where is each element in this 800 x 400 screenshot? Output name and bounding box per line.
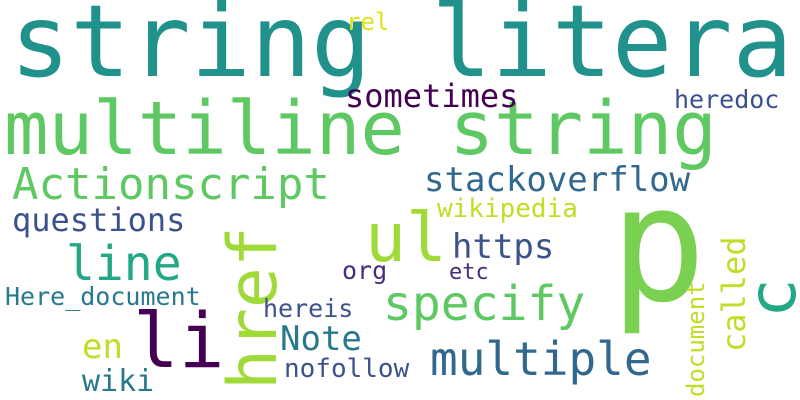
word-hereis: hereis	[263, 296, 353, 321]
word-wiki: wiki	[82, 367, 154, 397]
word-wikipedia: wikipedia	[437, 196, 578, 222]
word-document: document	[684, 281, 708, 397]
word-line: line	[66, 240, 182, 288]
word-stackoverflow: stackoverflow	[424, 163, 690, 197]
word-questions: questions	[12, 204, 185, 236]
word-here-document: Here_document	[5, 284, 201, 309]
word-en: en	[82, 330, 123, 364]
word-called: called	[718, 236, 750, 352]
word-heredoc: heredoc	[674, 87, 779, 112]
word-etc: etc	[449, 262, 489, 284]
word-specify: specify	[383, 280, 585, 328]
word-nofollow: nofollow	[284, 356, 409, 382]
word-note: Note	[280, 322, 362, 356]
word-https: https	[452, 230, 554, 264]
word-org: org	[342, 258, 387, 283]
word-rel: rel	[346, 10, 389, 34]
word-multiple: multiple	[430, 336, 652, 382]
word-sometimes: sometimes	[345, 80, 518, 112]
